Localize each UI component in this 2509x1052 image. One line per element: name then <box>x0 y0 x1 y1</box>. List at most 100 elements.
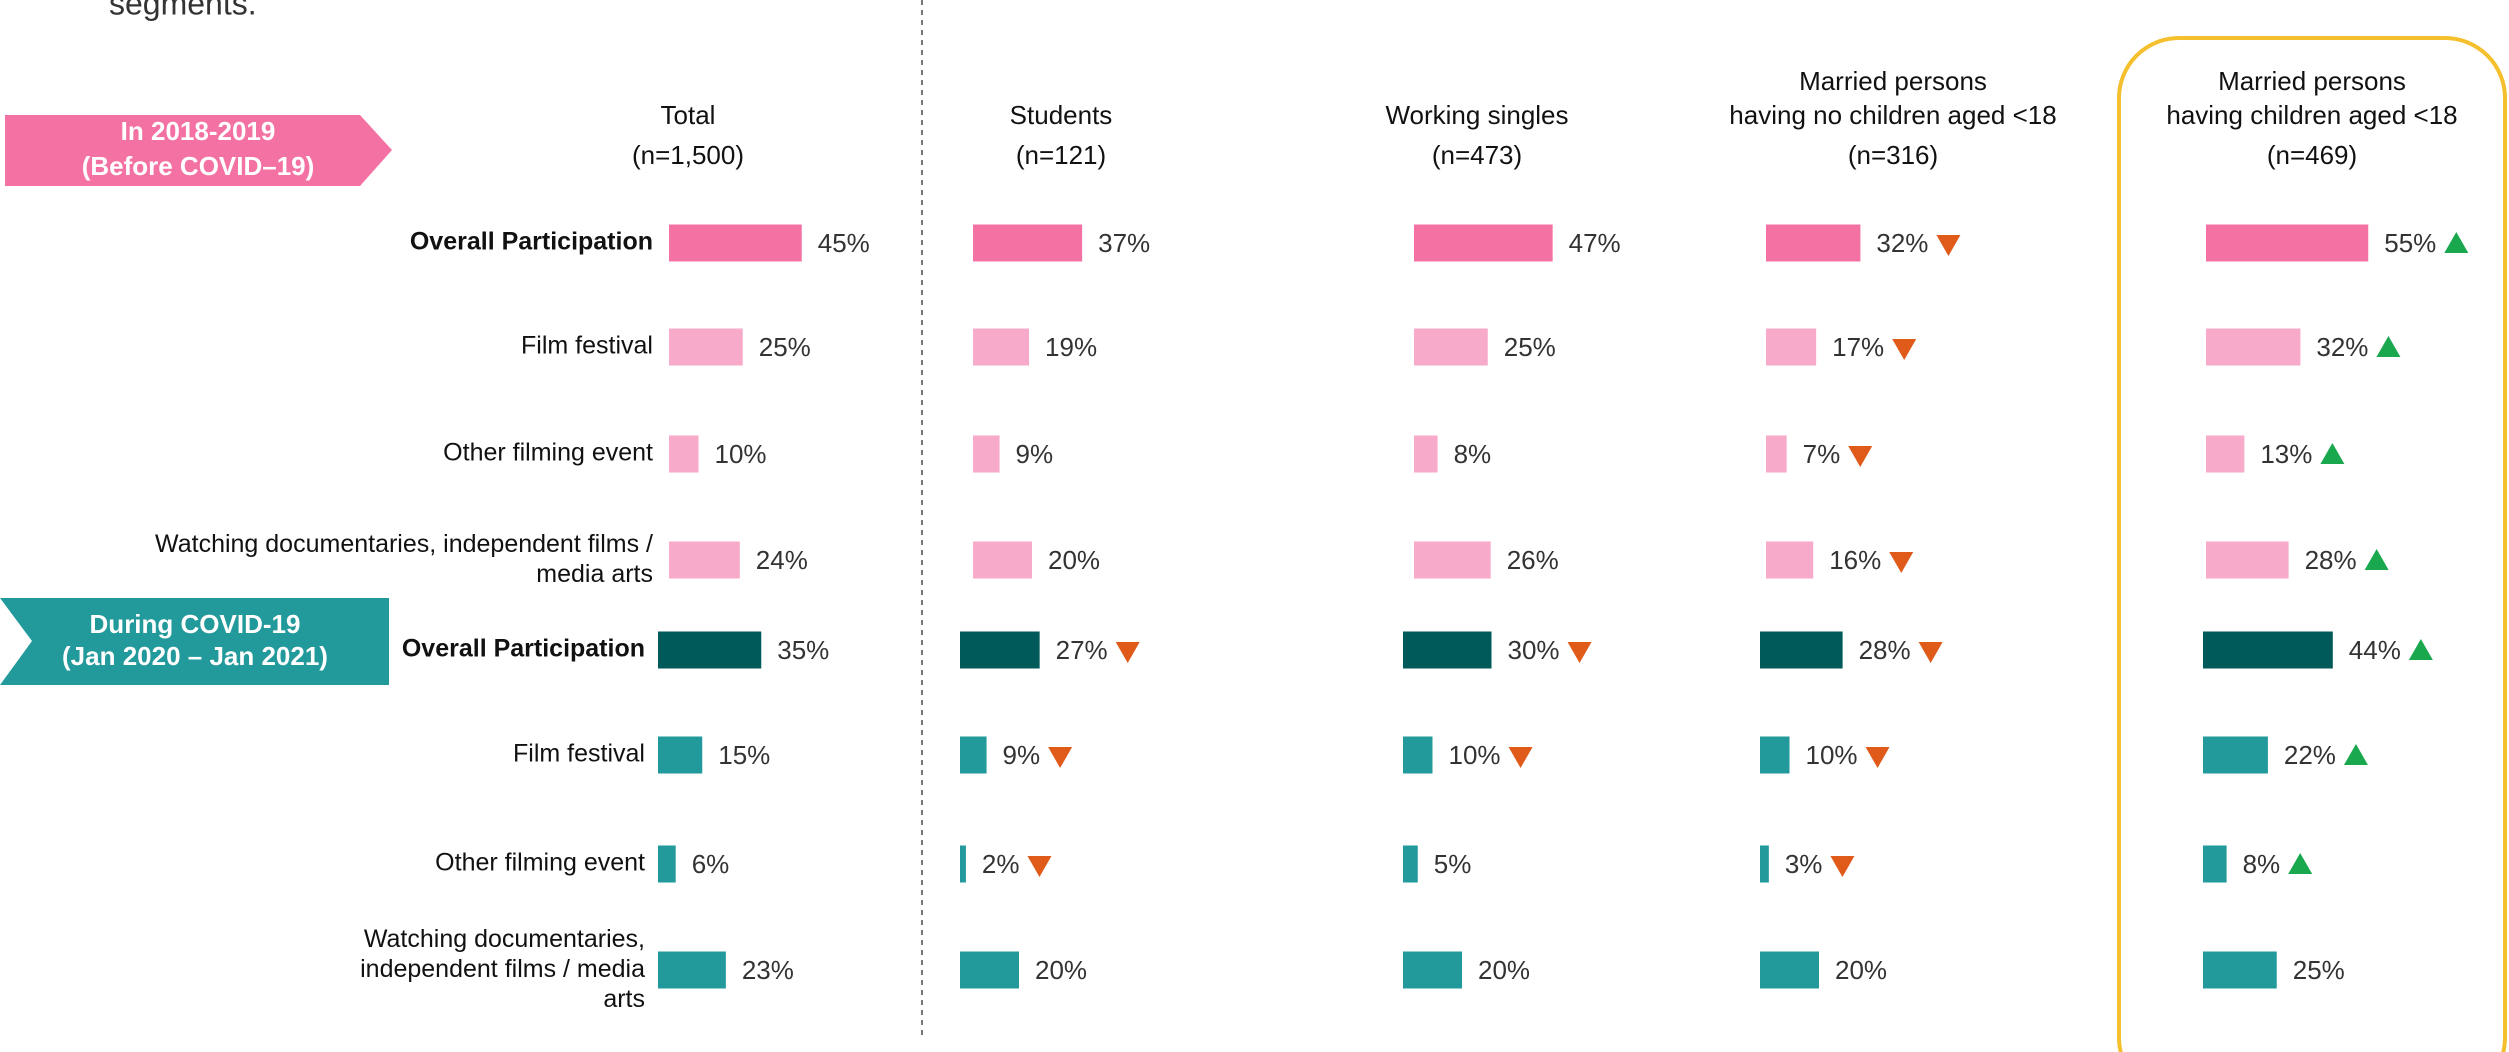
value-label: 24% <box>756 545 808 575</box>
trend-arrow <box>2408 639 2433 660</box>
value-label: 25% <box>759 332 811 362</box>
bar <box>2206 541 2289 579</box>
value-label: 19% <box>1045 332 1097 362</box>
row-label: Watching documentaries, independent film… <box>155 530 653 588</box>
value-label: 6% <box>692 849 730 879</box>
bar <box>1766 541 1814 579</box>
segment-n: (n=473) <box>1432 140 1522 170</box>
value-label: 10% <box>1806 740 1858 770</box>
bar <box>1760 845 1769 883</box>
row-label-line: independent films / media <box>360 955 645 983</box>
trend-arrow <box>2364 549 2389 570</box>
value-label: 47% <box>1569 228 1621 258</box>
row-label-line: arts <box>603 985 645 1013</box>
trend-arrow <box>2288 853 2313 874</box>
bar <box>1760 631 1843 669</box>
row-label: Watching documentaries, independent films… <box>360 925 645 1013</box>
period-label: During COVID-19 <box>90 609 301 639</box>
value-label: 9% <box>1003 740 1041 770</box>
bar <box>2203 951 2277 989</box>
value-label: 20% <box>1048 545 1100 575</box>
bar <box>1403 951 1462 989</box>
period-banner <box>5 115 392 186</box>
value-label: 27% <box>1056 635 1108 665</box>
segment-n: (n=121) <box>1016 140 1106 170</box>
segment-n: (n=1,500) <box>632 140 744 170</box>
value-label: 3% <box>1785 849 1823 879</box>
trend-arrow <box>1848 446 1873 467</box>
value-label: 17% <box>1832 332 1884 362</box>
bar <box>2203 845 2227 883</box>
trend-arrow <box>1892 339 1917 360</box>
bar <box>973 541 1032 579</box>
value-label: 20% <box>1035 955 1087 985</box>
segment-n: (n=316) <box>1848 140 1938 170</box>
value-label: 26% <box>1507 545 1559 575</box>
value-label: 45% <box>818 228 870 258</box>
trend-arrow <box>1048 747 1073 768</box>
row-label: Film festival <box>513 740 645 768</box>
value-label: 30% <box>1508 635 1560 665</box>
trend-arrow <box>2444 232 2469 253</box>
bar <box>1414 224 1553 262</box>
bar <box>1766 224 1861 262</box>
value-label: 13% <box>2260 439 2312 469</box>
bar <box>973 224 1083 262</box>
note: segments. <box>109 0 257 21</box>
value-label: 25% <box>2293 955 2345 985</box>
row-label: Overall Participation <box>410 228 653 256</box>
value-label: 16% <box>1829 545 1881 575</box>
value-label: 44% <box>2349 635 2401 665</box>
bar <box>1760 951 1819 989</box>
value-label: 9% <box>1016 439 1054 469</box>
trend-arrow <box>2343 744 2368 765</box>
bar <box>2206 328 2301 366</box>
bar <box>2203 631 2333 669</box>
bar <box>1766 328 1817 366</box>
bar <box>1414 541 1491 579</box>
bar <box>669 328 743 366</box>
bar <box>658 736 703 774</box>
segment-name: having no children aged <18 <box>1729 100 2056 130</box>
trend-arrow <box>1936 235 1961 256</box>
bar <box>1760 736 1790 774</box>
value-label: 35% <box>777 635 829 665</box>
segment-name: having children aged <18 <box>2166 100 2457 130</box>
row-label-line: media arts <box>536 560 653 588</box>
trend-arrow <box>1830 856 1855 877</box>
trend-arrow <box>1027 856 1052 877</box>
value-label: 15% <box>718 740 770 770</box>
bar <box>669 541 740 579</box>
segment-n: (n=469) <box>2267 140 2357 170</box>
segment-name: Working singles <box>1385 100 1568 130</box>
row-label-line: Watching documentaries, independent film… <box>155 530 653 558</box>
bar <box>2206 224 2369 262</box>
value-label: 20% <box>1478 955 1530 985</box>
trend-arrow <box>2320 443 2345 464</box>
bar <box>1403 631 1492 669</box>
bar <box>960 845 966 883</box>
bar <box>960 951 1019 989</box>
value-label: 20% <box>1835 955 1887 985</box>
value-label: 28% <box>2305 545 2357 575</box>
bar <box>669 224 802 262</box>
segment-name: Total <box>661 100 716 130</box>
value-label: 5% <box>1434 849 1472 879</box>
value-label: 32% <box>2316 332 2368 362</box>
period-label: In 2018-2019 <box>121 116 276 146</box>
bar <box>1403 845 1418 883</box>
bar <box>658 631 762 669</box>
period-label: (Jan 2020 – Jan 2021) <box>62 641 328 671</box>
row-label: Overall Participation <box>402 635 645 663</box>
value-label: 28% <box>1859 635 1911 665</box>
bar <box>1766 435 1787 473</box>
value-label: 8% <box>1454 439 1492 469</box>
segment-name: Married persons <box>1799 66 1987 96</box>
trend-arrow <box>1115 642 1140 663</box>
value-label: 37% <box>1098 228 1150 258</box>
trend-arrow <box>1508 747 1533 768</box>
value-label: 32% <box>1876 228 1928 258</box>
period-banner <box>0 598 389 685</box>
value-label: 7% <box>1803 439 1841 469</box>
